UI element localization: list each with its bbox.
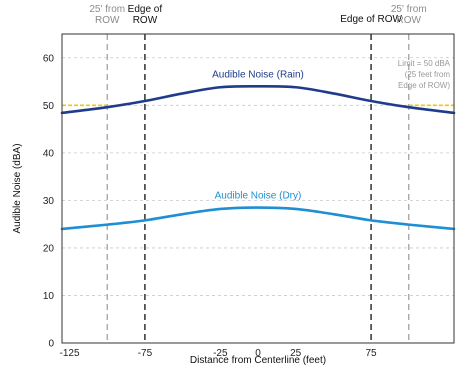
x-axis-title: Distance from Centerline (feet) — [190, 355, 326, 366]
x-tick-label: 75 — [366, 348, 378, 359]
series-line — [60, 84, 456, 115]
y-tick-label: 50 — [43, 101, 55, 112]
x-tick-label: -75 — [138, 348, 153, 359]
y-tick-label: 60 — [43, 53, 55, 64]
vline-label: Edge of ROW — [340, 14, 402, 25]
y-axis-title: Audible Noise (dBA) — [12, 143, 23, 233]
y-tick-label: 0 — [48, 339, 54, 350]
series-label: Audible Noise (Dry) — [215, 191, 302, 202]
y-tick-label: 10 — [43, 291, 55, 302]
series-label: Audible Noise (Rain) — [212, 69, 304, 80]
series-line — [60, 206, 456, 231]
series-lines — [60, 84, 456, 231]
vline-label: Edge of ROW — [128, 4, 163, 26]
x-tick-label: -125 — [60, 348, 80, 359]
x-tick-label: -25 — [213, 348, 228, 359]
y-tick-label: 30 — [43, 196, 55, 207]
x-tick-label: 0 — [255, 348, 261, 359]
x-axis-ticks: -125 -75 -25 0 25 75 — [60, 348, 378, 359]
annotations: Limit = 50 dBA (25 feet from Edge of ROW) — [398, 59, 451, 90]
y-axis-ticks: 0 10 20 30 40 50 60 — [43, 53, 55, 349]
limit-note: Limit = 50 dBA (25 feet from Edge of ROW) — [398, 59, 451, 90]
row-boundary-lines — [106, 34, 410, 343]
series-labels: Audible Noise (Rain) Audible Noise (Dry) — [212, 69, 304, 201]
vline-label: 25' from ROW — [391, 4, 427, 26]
plot-frame — [61, 33, 455, 344]
x-tick-label: 25 — [290, 348, 302, 359]
vline-label: 25' from ROW — [89, 4, 125, 26]
y-tick-label: 40 — [43, 148, 55, 159]
y-tick-label: 20 — [43, 243, 55, 254]
grid-lines — [62, 57, 454, 296]
